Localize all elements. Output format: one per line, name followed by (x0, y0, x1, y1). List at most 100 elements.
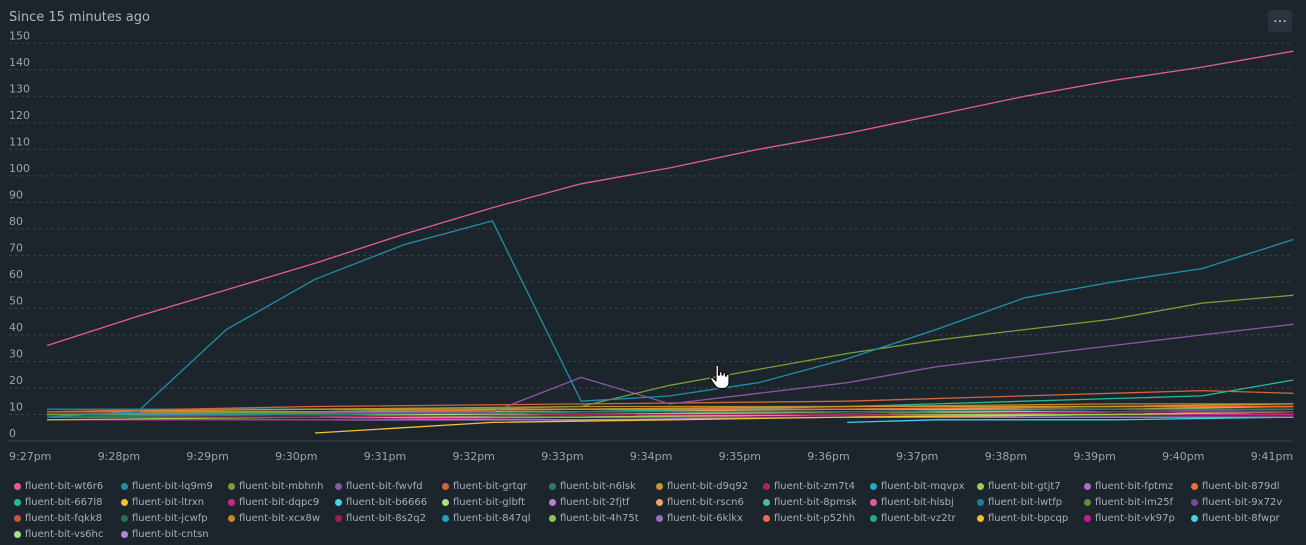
legend-item[interactable]: fluent-bit-mqvpx (870, 478, 977, 494)
x-tick-label: 9:32pm (453, 450, 495, 463)
legend-color-dot (1084, 482, 1091, 490)
legend-color-dot (656, 498, 663, 506)
legend-label: fluent-bit-8s2q2 (346, 512, 426, 524)
legend-color-dot (1191, 514, 1198, 522)
legend-label: fluent-bit-mbhnh (239, 480, 324, 492)
legend-label: fluent-bit-d9q92 (667, 480, 749, 492)
legend-item[interactable]: fluent-bit-lm25f (1084, 494, 1191, 510)
x-tick-label: 9:37pm (896, 450, 938, 463)
legend-color-dot (763, 482, 770, 490)
series-line-fluent-bit-d9q92 (47, 403, 1294, 413)
x-tick-label: 9:33pm (541, 450, 583, 463)
x-tick-label: 9:38pm (985, 450, 1027, 463)
legend-label: fluent-bit-xcx8w (239, 512, 321, 524)
legend-item[interactable]: fluent-bit-lq9m9 (121, 478, 228, 494)
legend-item[interactable]: fluent-bit-ltrxn (121, 494, 228, 510)
legend-item[interactable]: fluent-bit-hlsbj (870, 494, 977, 510)
legend-item[interactable]: fluent-bit-b6666 (335, 494, 442, 510)
x-tick-label: 9:28pm (98, 450, 140, 463)
legend-label: fluent-bit-667l8 (25, 496, 103, 508)
chart-legend: fluent-bit-wt6r6 fluent-bit-lq9m9 fluent-b… (14, 478, 1304, 542)
legend-item[interactable]: fluent-bit-p52hh (763, 510, 870, 526)
legend-color-dot (870, 514, 877, 522)
y-tick-label: 20 (9, 374, 23, 387)
series-line-fluent-bit-mbhnh (47, 294, 1294, 416)
legend-color-dot (121, 530, 128, 538)
legend-color-dot (228, 498, 235, 506)
legend-item[interactable]: fluent-bit-667l8 (14, 494, 121, 510)
legend-item[interactable]: fluent-bit-879dl (1191, 478, 1298, 494)
legend-label: fluent-bit-2fjtf (560, 496, 630, 508)
legend-item[interactable]: fluent-bit-d9q92 (656, 478, 763, 494)
legend-item[interactable]: fluent-bit-fptmz (1084, 478, 1191, 494)
legend-item[interactable]: fluent-bit-xcx8w (228, 510, 335, 526)
legend-label: fluent-bit-p52hh (774, 512, 856, 524)
legend-color-dot (870, 498, 877, 506)
legend-label: fluent-bit-fwvfd (346, 480, 423, 492)
legend-item[interactable]: fluent-bit-lwtfp (977, 494, 1084, 510)
legend-label: fluent-bit-mqvpx (881, 480, 965, 492)
legend-item[interactable]: fluent-bit-gtjt7 (977, 478, 1084, 494)
legend-item[interactable]: fluent-bit-fwvfd (335, 478, 442, 494)
legend-color-dot (335, 498, 342, 506)
legend-item[interactable]: fluent-bit-glbft (442, 494, 549, 510)
y-tick-label: 120 (9, 109, 30, 122)
legend-label: fluent-bit-8pmsk (774, 496, 857, 508)
legend-item[interactable]: fluent-bit-vk97p (1084, 510, 1191, 526)
series-line-fluent-bit-8fwpr (847, 416, 1294, 424)
more-options-button[interactable]: … (1268, 10, 1292, 32)
x-tick-label: 9:35pm (719, 450, 761, 463)
legend-color-dot (549, 482, 556, 490)
legend-item[interactable]: fluent-bit-8s2q2 (335, 510, 442, 526)
y-tick-label: 70 (9, 241, 23, 254)
legend-item[interactable]: fluent-bit-vs6hc (14, 526, 121, 542)
legend-label: fluent-bit-9x72v (1202, 496, 1283, 508)
legend-item[interactable]: fluent-bit-2fjtf (549, 494, 656, 510)
legend-label: fluent-bit-vs6hc (25, 528, 104, 540)
legend-label: fluent-bit-n6lsk (560, 480, 636, 492)
legend-item[interactable]: fluent-bit-cntsn (121, 526, 228, 542)
legend-color-dot (335, 482, 342, 490)
legend-item[interactable]: fluent-bit-6klkx (656, 510, 763, 526)
legend-item[interactable]: fluent-bit-8pmsk (763, 494, 870, 510)
legend-item[interactable]: fluent-bit-jcwfp (121, 510, 228, 526)
legend-color-dot (442, 498, 449, 506)
legend-item[interactable]: fluent-bit-zm7t4 (763, 478, 870, 494)
legend-item[interactable]: fluent-bit-rscn6 (656, 494, 763, 510)
series-line-fluent-bit-n6lsk (47, 408, 1294, 418)
legend-item[interactable]: fluent-bit-847ql (442, 510, 549, 526)
legend-item[interactable]: fluent-bit-grtqr (442, 478, 549, 494)
legend-label: fluent-bit-zm7t4 (774, 480, 855, 492)
y-tick-label: 140 (9, 56, 30, 69)
legend-label: fluent-bit-8fwpr (1202, 512, 1280, 524)
legend-label: fluent-bit-fqkk8 (25, 512, 103, 524)
series-line-fluent-bit-lq9m9 (47, 220, 1294, 418)
legend-color-dot (14, 498, 21, 506)
legend-item[interactable]: fluent-bit-9x72v (1191, 494, 1298, 510)
legend-item[interactable]: fluent-bit-wt6r6 (14, 478, 121, 494)
legend-item[interactable]: fluent-bit-n6lsk (549, 478, 656, 494)
legend-item[interactable]: fluent-bit-dqpc9 (228, 494, 335, 510)
legend-color-dot (14, 530, 21, 538)
legend-item[interactable]: fluent-bit-4h75t (549, 510, 656, 526)
legend-label: fluent-bit-hlsbj (881, 496, 954, 508)
series-line-fluent-bit-fwvfd (47, 323, 1294, 416)
legend-color-dot (1191, 498, 1198, 506)
y-tick-label: 90 (9, 188, 23, 201)
legend-color-dot (442, 482, 449, 490)
legend-color-dot (549, 498, 556, 506)
legend-color-dot (442, 514, 449, 522)
y-tick-label: 10 (9, 400, 23, 413)
x-tick-label: 9:34pm (630, 450, 672, 463)
legend-item[interactable]: fluent-bit-fqkk8 (14, 510, 121, 526)
legend-item[interactable]: fluent-bit-8fwpr (1191, 510, 1298, 526)
legend-label: fluent-bit-glbft (453, 496, 526, 508)
legend-item[interactable]: fluent-bit-vz2tr (870, 510, 977, 526)
legend-color-dot (121, 482, 128, 490)
series-line-fluent-bit-wt6r6 (47, 50, 1294, 347)
legend-item[interactable]: fluent-bit-bpcqp (977, 510, 1084, 526)
legend-item[interactable]: fluent-bit-mbhnh (228, 478, 335, 494)
hand-pointer-icon (710, 364, 730, 390)
time-range-label: Since 15 minutes ago (9, 10, 150, 25)
